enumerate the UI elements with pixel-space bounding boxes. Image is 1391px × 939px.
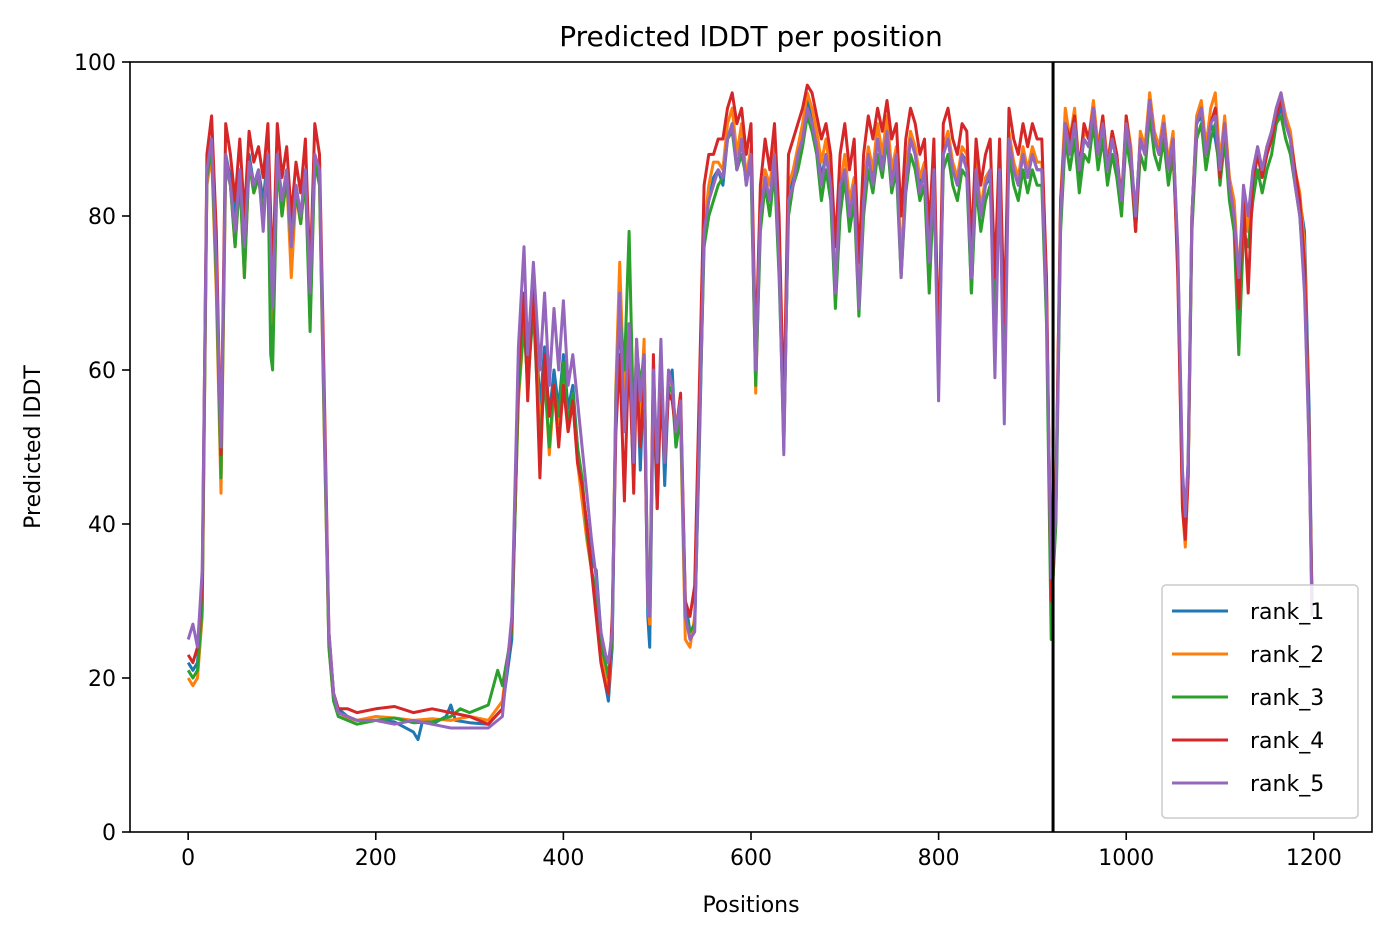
legend-label-rank_4: rank_4 bbox=[1250, 729, 1324, 754]
y-tick-label: 60 bbox=[88, 359, 116, 384]
series-line-rank_5 bbox=[186, 91, 1314, 730]
x-tick-label: 600 bbox=[730, 846, 772, 871]
x-axis: 0 200 400 600 800 1000 1200 bbox=[181, 832, 1342, 871]
legend: rank_1 rank_2 rank_3 rank_4 rank_5 bbox=[1161, 584, 1359, 819]
y-tick-label: 80 bbox=[88, 205, 116, 230]
legend-label-rank_1: rank_1 bbox=[1250, 600, 1324, 625]
x-tick-label: 400 bbox=[542, 846, 584, 871]
y-tick-label: 0 bbox=[102, 821, 116, 846]
y-axis: 0 20 40 60 80 100 bbox=[74, 51, 130, 846]
series-layer bbox=[186, 83, 1314, 742]
legend-box bbox=[1161, 584, 1359, 819]
x-axis-label: Positions bbox=[702, 893, 799, 918]
legend-label-rank_2: rank_2 bbox=[1250, 643, 1324, 668]
x-tick-label: 1200 bbox=[1286, 846, 1342, 871]
series-line-rank_3 bbox=[186, 114, 1314, 726]
y-tick-label: 100 bbox=[74, 51, 116, 76]
x-tick-label: 0 bbox=[181, 846, 195, 871]
y-tick-label: 20 bbox=[88, 667, 116, 692]
legend-label-rank_3: rank_3 bbox=[1250, 686, 1324, 711]
chart-title: Predicted lDDT per position bbox=[559, 20, 943, 53]
y-axis-label: Predicted lDDT bbox=[21, 365, 46, 529]
x-tick-label: 800 bbox=[918, 846, 960, 871]
legend-label-rank_5: rank_5 bbox=[1250, 772, 1324, 797]
x-tick-label: 200 bbox=[355, 846, 397, 871]
y-tick-label: 40 bbox=[88, 513, 116, 538]
x-tick-label: 1000 bbox=[1098, 846, 1154, 871]
